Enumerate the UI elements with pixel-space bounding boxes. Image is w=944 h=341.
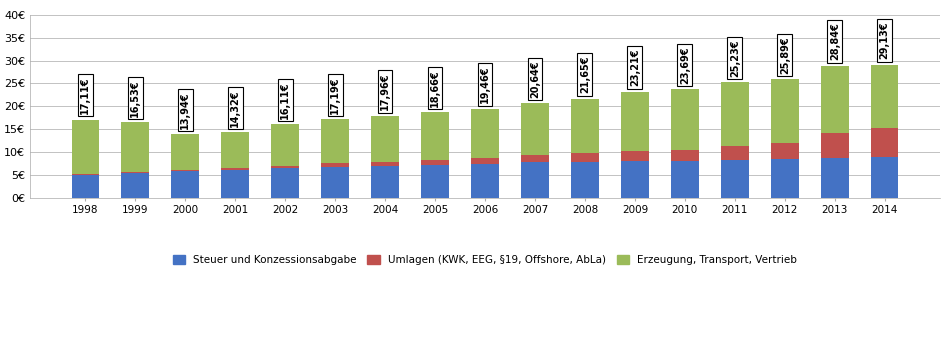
Bar (621, 92, 649, 151)
Bar (771, 79, 799, 143)
Bar (321, 167, 349, 198)
Bar (122, 172, 149, 173)
Bar (721, 160, 749, 198)
Text: 21,65€: 21,65€ (580, 56, 590, 93)
Bar (321, 119, 349, 163)
Bar (821, 158, 849, 198)
Text: 29,13€: 29,13€ (880, 21, 890, 59)
Text: 23,69€: 23,69€ (680, 46, 690, 84)
Text: 25,89€: 25,89€ (780, 36, 790, 74)
Bar (571, 99, 598, 153)
Bar (721, 83, 749, 146)
Bar (821, 66, 849, 133)
Bar (222, 170, 249, 198)
Bar (222, 132, 249, 168)
Bar (571, 162, 598, 198)
Bar (122, 122, 149, 172)
Text: 17,96€: 17,96€ (380, 73, 390, 110)
Text: 17,19€: 17,19€ (330, 76, 340, 114)
Bar (521, 155, 548, 163)
Bar (122, 173, 149, 198)
Bar (521, 103, 548, 155)
Bar (172, 171, 199, 198)
Bar (571, 153, 598, 162)
Bar (621, 151, 649, 161)
Bar (521, 163, 548, 198)
Bar (671, 150, 699, 161)
Bar (721, 146, 749, 160)
Bar (871, 157, 899, 198)
Legend: Steuer und Konzessionsabgabe, Umlagen (KWK, EEG, §19, Offshore, AbLa), Erzeugung: Steuer und Konzessionsabgabe, Umlagen (K… (168, 251, 801, 269)
Text: 19,46€: 19,46€ (480, 66, 490, 103)
Text: 17,11€: 17,11€ (80, 76, 91, 114)
Bar (222, 168, 249, 170)
Bar (321, 163, 349, 167)
Text: 16,11€: 16,11€ (280, 81, 290, 119)
Bar (172, 170, 199, 171)
Bar (421, 165, 448, 198)
Text: 20,64€: 20,64€ (530, 60, 540, 98)
Bar (271, 166, 299, 168)
Bar (671, 89, 699, 150)
Bar (471, 158, 498, 164)
Bar (172, 134, 199, 170)
Bar (471, 164, 498, 198)
Bar (771, 159, 799, 198)
Bar (421, 113, 448, 160)
Bar (821, 133, 849, 158)
Text: 18,66€: 18,66€ (430, 69, 440, 107)
Bar (421, 160, 448, 165)
Text: 14,32€: 14,32€ (230, 89, 240, 127)
Bar (72, 174, 99, 175)
Bar (72, 175, 99, 198)
Text: 23,21€: 23,21€ (630, 49, 640, 86)
Bar (271, 168, 299, 198)
Bar (371, 116, 398, 162)
Text: 16,53€: 16,53€ (130, 79, 141, 117)
Bar (471, 109, 498, 158)
Bar (871, 65, 899, 128)
Text: 13,94€: 13,94€ (180, 91, 190, 129)
Text: 28,84€: 28,84€ (830, 23, 840, 60)
Bar (271, 124, 299, 166)
Bar (371, 166, 398, 198)
Bar (371, 162, 398, 166)
Bar (671, 161, 699, 198)
Bar (771, 143, 799, 159)
Bar (871, 128, 899, 157)
Bar (72, 120, 99, 174)
Bar (621, 161, 649, 198)
Text: 25,23€: 25,23€ (730, 40, 740, 77)
